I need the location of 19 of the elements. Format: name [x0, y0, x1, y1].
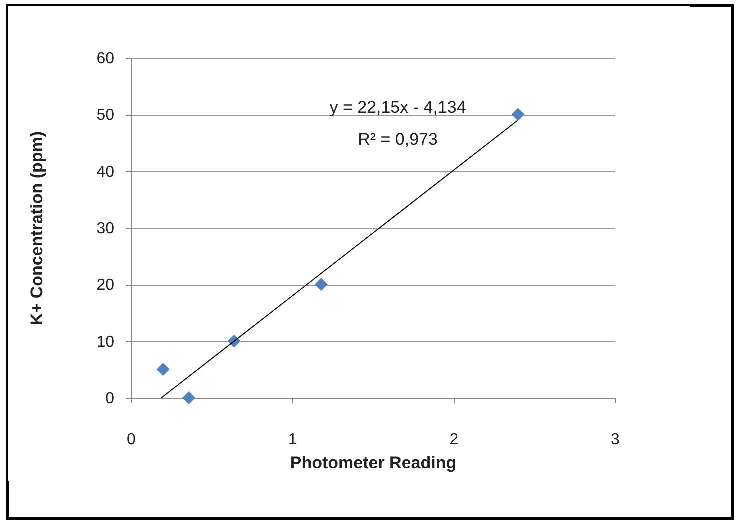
y-tick-label: 0 — [106, 390, 115, 408]
y-axis-title: K+ Concentration (ppm) — [28, 131, 47, 326]
x-tick-label: 3 — [611, 432, 620, 448]
x-axis-title: Photometer Reading — [290, 454, 457, 472]
point — [512, 108, 525, 122]
x-tick-label: 1 — [288, 432, 298, 448]
y-tick-label: 20 — [96, 277, 115, 294]
y-tick-label: 60 — [96, 50, 115, 68]
x-tick-label: 0 — [127, 432, 136, 448]
x-tick-label: 2 — [450, 432, 459, 448]
point — [156, 363, 170, 376]
annotation: y = 22,15x - 4,134 — [330, 98, 466, 117]
y-tick-label: 50 — [96, 107, 115, 124]
point — [182, 391, 196, 405]
y-tick-label: 40 — [96, 164, 115, 181]
y-tick-label: 10 — [96, 334, 115, 351]
annotation: R² = 0,973 — [358, 130, 438, 149]
point — [314, 278, 328, 292]
y-tick-label: 30 — [96, 220, 115, 238]
